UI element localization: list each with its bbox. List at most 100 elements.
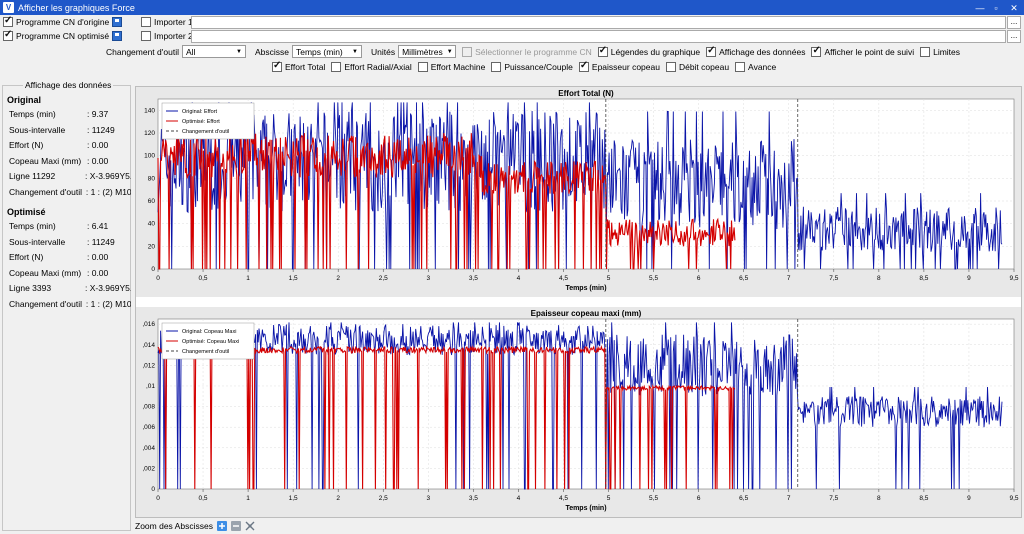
import2-path-field[interactable] — [191, 30, 1006, 43]
series-toggle-checkbox[interactable] — [665, 62, 676, 72]
units-value: Millimètres — [402, 46, 443, 57]
x-tick-label: 5,5 — [649, 275, 658, 282]
legend-label: Original: Copeau Maxi — [182, 329, 236, 335]
series-line — [157, 345, 736, 490]
zoom-out-icon[interactable] — [230, 521, 241, 531]
series-toggle-label: Effort Machine — [430, 62, 486, 72]
units-select[interactable]: Millimètres ▼ — [398, 45, 457, 58]
data-row: Ligne 3393: X-3.969Y5. — [9, 283, 131, 293]
series-toggle-checkbox[interactable] — [272, 60, 282, 72]
chart-svg: Effort Total (N) 0 0,5 1 1,5 2 2,5 3 3,5 4 4,5 5 5,5… — [136, 87, 1021, 297]
data-row-value: : 0.00 — [87, 140, 109, 150]
series-toggle[interactable]: Effort Machine — [417, 62, 486, 72]
series-toggle-checkbox[interactable] — [491, 62, 502, 72]
abscissa-select[interactable]: Temps (min) ▼ — [292, 45, 362, 58]
import1-row: Importer 1 — [141, 17, 193, 27]
x-tick-label: 5 — [607, 275, 611, 282]
close-icon[interactable]: ✕ — [1010, 2, 1018, 13]
select-program-checkbox[interactable] — [462, 46, 473, 57]
tool-change-select[interactable]: All ▼ — [181, 45, 246, 58]
data-row: Sous-intervalle: 11249 — [9, 237, 131, 247]
import1-checkbox[interactable] — [141, 17, 151, 27]
series-toggle[interactable]: Epaisseur copeau — [578, 60, 660, 72]
x-tick-label: 5,5 — [649, 495, 658, 502]
series-toggle-checkbox[interactable] — [417, 62, 428, 72]
x-tick-label: 0,5 — [199, 275, 208, 282]
import1-browse-button[interactable]: ... — [1007, 16, 1021, 29]
x-tick-label: 3 — [427, 495, 431, 502]
import1-path-field[interactable] — [191, 16, 1006, 29]
series-toggle[interactable]: Effort Total — [272, 60, 325, 72]
zoom-in-icon[interactable] — [216, 521, 227, 531]
series-toggle[interactable]: Avance — [735, 62, 776, 72]
y-tick-label: ,012 — [142, 362, 155, 369]
series-line — [157, 133, 736, 270]
x-tick-label: 8 — [877, 275, 881, 282]
x-axis-label: Temps (min) — [565, 505, 606, 512]
data-row: Changement d'outil: 1 : (2) M10 — [9, 187, 131, 197]
data-row-value: : 11249 — [87, 236, 115, 247]
y-tick-label: 100 — [144, 153, 155, 160]
data-row-value: : X-3.969Y5. — [84, 171, 131, 181]
optimized-program-checkbox[interactable] — [3, 29, 13, 41]
zoom-reset-icon[interactable] — [245, 521, 255, 531]
data-row: Effort (N): 0.00 — [9, 252, 131, 262]
x-tick-label: 7 — [787, 275, 791, 282]
data-display-label: Affichage des données — [719, 46, 806, 57]
chevron-down-icon: ▼ — [236, 48, 242, 55]
x-tick-label: 2,5 — [379, 495, 388, 502]
series-toggle[interactable]: Effort Radial/Axial — [331, 62, 412, 72]
abscissa-label: Abscisse — [254, 46, 289, 57]
x-axis-label: Temps (min) — [565, 285, 606, 292]
limits-checkbox[interactable] — [920, 46, 931, 57]
x-tick-label: 9,5 — [1009, 495, 1018, 502]
original-program-checkbox[interactable] — [3, 15, 13, 27]
import2-browse-button[interactable]: ... — [1007, 30, 1021, 43]
y-tick-label: 140 — [144, 107, 155, 114]
series-toggle[interactable]: Débit copeau — [665, 62, 729, 72]
x-tick-label: 7,5 — [829, 275, 838, 282]
x-tick-label: 6,5 — [739, 275, 748, 282]
series-toggle-checkbox[interactable] — [331, 62, 342, 72]
data-row-key: Sous-intervalle — [9, 124, 66, 135]
legend-label: Changement d'outil — [182, 349, 229, 355]
title-bar: V Afficher les graphiques Force — ▫ ✕ — [0, 0, 1024, 15]
tracking-point-checkbox[interactable] — [811, 45, 822, 57]
maximize-icon[interactable]: ▫ — [994, 2, 998, 13]
chart-panel[interactable]: Effort Total (N) 0 0,5 1 1,5 2 2,5 3 3,5 4 4,5 5 5,5… — [135, 86, 1022, 518]
series-toggle-label: Effort Radial/Axial — [344, 62, 412, 72]
legends-checkbox[interactable] — [597, 45, 608, 57]
data-row-value: : X-3.969Y5. — [84, 283, 131, 293]
save-original-icon[interactable] — [112, 17, 123, 27]
chart-title: Effort Total (N) — [558, 89, 614, 98]
data-row-value: : 0.00 — [87, 267, 109, 278]
x-tick-label: 7,5 — [829, 495, 838, 502]
y-tick-label: 120 — [144, 130, 155, 137]
data-row: Copeau Maxi (mm): 0.00 — [9, 156, 131, 166]
data-row-key: Copeau Maxi (mm) — [9, 155, 82, 166]
y-tick-label: 40 — [148, 221, 156, 228]
data-display-checkbox[interactable] — [706, 45, 717, 57]
y-tick-label: 20 — [148, 243, 156, 250]
original-program-label: Programme CN d'origine — [16, 17, 110, 27]
x-tick-label: 8 — [877, 495, 881, 502]
series-toggle-checkbox[interactable] — [578, 60, 589, 72]
series-toggle-checkbox[interactable] — [735, 62, 746, 72]
series-toggle[interactable]: Puissance/Couple — [491, 62, 573, 72]
optimized-heading: Optimisé — [7, 207, 46, 217]
import2-checkbox[interactable] — [141, 31, 151, 41]
series-line — [157, 322, 1003, 490]
legends-label: Légendes du graphique — [610, 46, 701, 57]
data-row: Temps (min): 6.41 — [9, 221, 131, 231]
zoom-bar: Zoom des Abscisses — [135, 519, 255, 533]
minimize-icon[interactable]: — — [975, 2, 985, 13]
x-tick-label: 6,5 — [739, 495, 748, 502]
data-row-value: : 11249 — [87, 124, 115, 135]
data-row: Sous-intervalle : 11249 — [9, 125, 131, 135]
x-tick-label: 8,5 — [919, 495, 928, 502]
import1-label: Importer 1 — [154, 17, 193, 27]
options-row: Changement d'outil All ▼ Abscisse Temps (… — [103, 45, 966, 58]
import2-row: Importer 2 — [141, 31, 193, 41]
save-optimized-icon[interactable] — [112, 31, 123, 41]
data-row-value: : 1 : (2) M10 — [85, 298, 131, 309]
